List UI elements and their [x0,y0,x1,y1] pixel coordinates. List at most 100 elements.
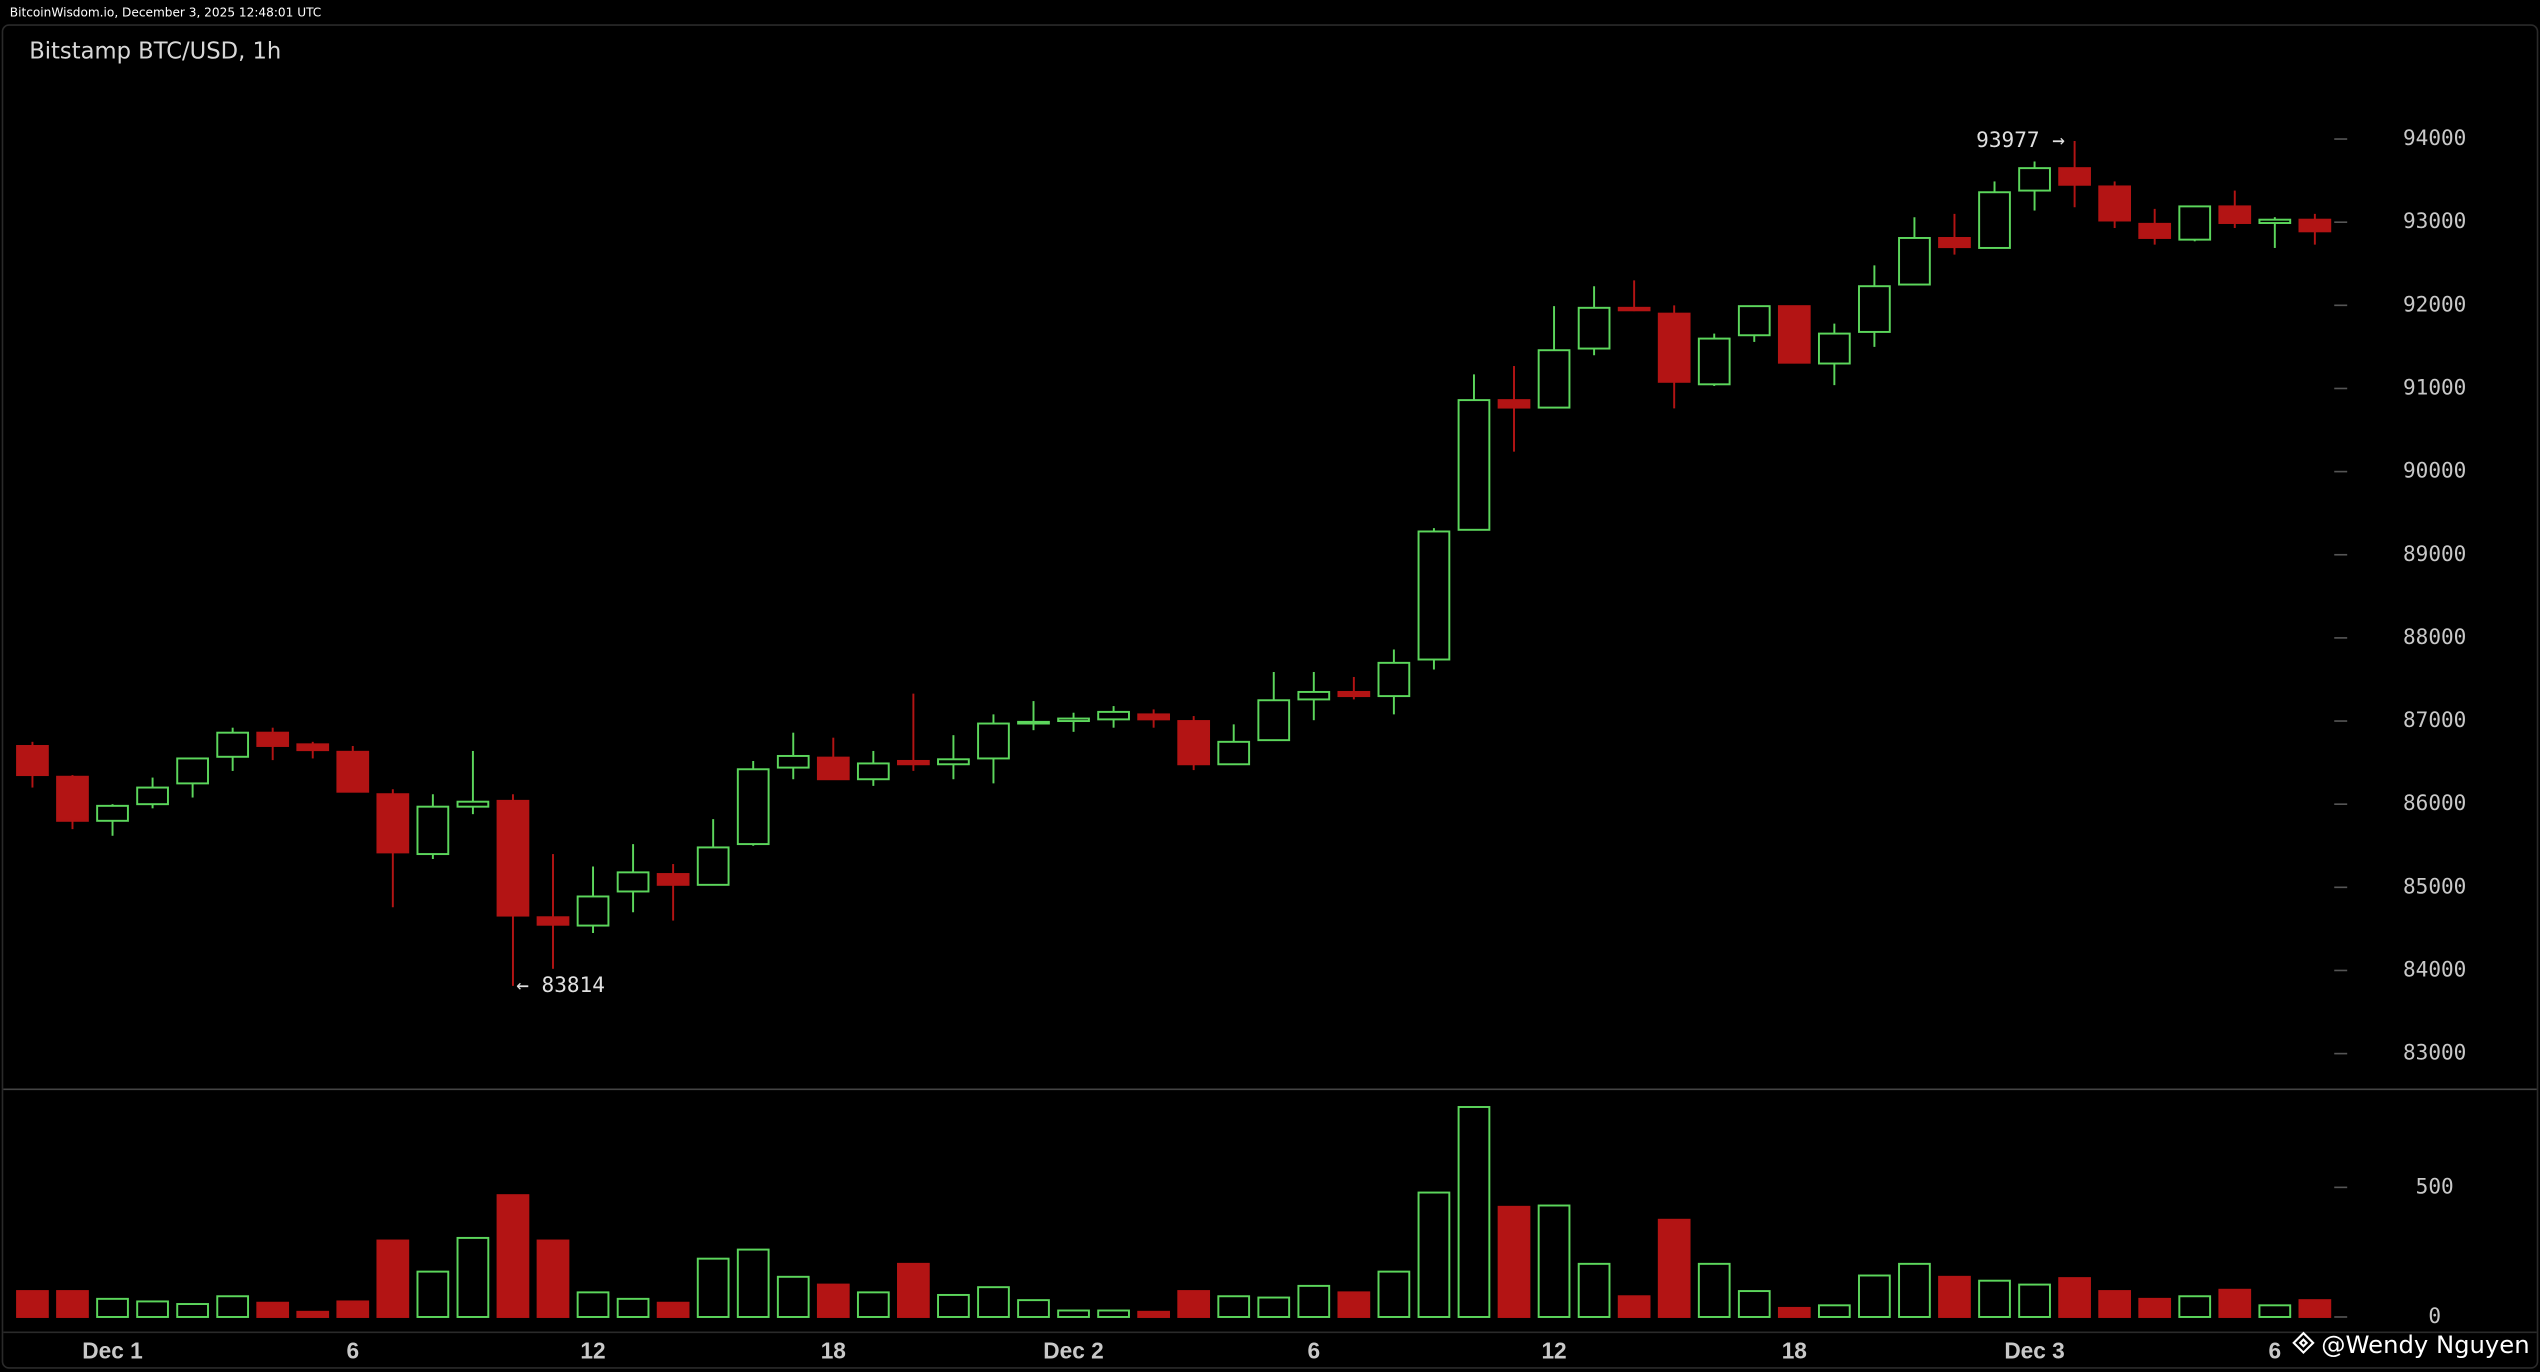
chart-panel [1,24,2539,1369]
volume-bar [1377,1270,1411,1318]
volume-bar [1617,1295,1651,1318]
volume-bar [1097,1309,1130,1318]
candle-body [96,804,129,822]
candle-body [16,745,49,777]
candle-body [816,756,850,781]
volume-bar [2178,1295,2212,1318]
volume-bar [616,1297,650,1318]
volume-bar [136,1300,169,1318]
volume-bar [1017,1299,1050,1318]
candle-body [1457,399,1491,531]
x-tick-label: 18 [1782,1338,1807,1364]
volume-bar [96,1297,129,1318]
x-tick-label: 6 [1307,1338,1320,1364]
candle-body [2258,218,2292,224]
candle-body [296,743,330,752]
candle-body [1938,237,1971,249]
volume-bar [1858,1274,1891,1318]
candle-body [856,762,890,781]
high-label: 93977 → [1976,127,2065,152]
candle-body [1137,713,1170,721]
volume-bar [176,1303,209,1318]
volume-bar [897,1262,930,1318]
candle-body [136,786,169,806]
volume-bar [1257,1296,1291,1318]
y-tick-label: 84000 [2403,956,2466,981]
y-tick-label: 90000 [2403,458,2466,483]
candle-body [56,775,89,822]
candle-body [416,805,450,856]
candle-body [1537,349,1571,409]
x-tick-label: 12 [1541,1338,1566,1364]
y-tick-label: 89000 [2403,541,2466,566]
candle-body [1217,740,1251,766]
volume-bar [2258,1304,2292,1318]
volume-bar [1137,1310,1170,1318]
y-tick-label: 83000 [2403,1040,2466,1065]
candle-body [1577,306,1611,350]
volume-bar [1457,1106,1491,1318]
volume-bar [1657,1218,1691,1318]
volume-bar [1577,1262,1611,1318]
candle-body [2218,205,2252,224]
volume-bar [1737,1290,1771,1318]
candle-body [496,799,530,917]
candle-body [1898,237,1931,286]
volume-bar [16,1290,49,1318]
y-tick-label: 87000 [2403,707,2466,732]
volume-bar [656,1301,690,1318]
volume-bar [1938,1275,1971,1318]
x-tick-label: Dec 2 [1043,1338,1103,1364]
candle-body [2098,185,2132,222]
volume-bar [216,1295,250,1318]
candle-body [1657,312,1691,383]
candle-body [2138,222,2172,239]
candle-body [1097,710,1130,721]
volume-bar [56,1290,89,1318]
candle-body [776,754,810,769]
candle-body [1737,305,1771,337]
volume-bar [1337,1291,1371,1318]
volume-bar [776,1275,810,1318]
candle-body [1257,699,1291,742]
x-tick-label: Dec 1 [82,1338,142,1364]
y-tick-label: 93000 [2403,208,2466,233]
volume-bar [937,1293,970,1318]
y-tick-label: 92000 [2403,291,2466,316]
x-tick-label: 6 [346,1338,359,1364]
candle-body [1417,530,1451,661]
candle-body [1017,720,1050,725]
low-label: ← 83814 [516,972,605,997]
candle-body [1697,337,1731,386]
volume-bar [1898,1262,1931,1318]
watermark: @Wendy Nguyen [2321,1330,2529,1359]
x-tick-label: 12 [580,1338,605,1364]
candle-body [1057,717,1090,723]
candle-body [937,758,970,766]
source: BitcoinWisdom.io, December 3, 2025 12:48… [10,5,321,19]
volume-bar [456,1236,490,1318]
volume-bar [296,1310,330,1318]
candle-body [1337,690,1371,698]
candle-body [336,750,370,793]
volume-bar [536,1239,570,1318]
candle-body [897,759,930,766]
volume-bar [2218,1288,2252,1318]
chart-title: Bitstamp BTC/USD, 1h [29,38,281,64]
volume-bar [2058,1277,2091,1318]
volume-bar [2298,1299,2332,1318]
y-tick-label: 94000 [2403,125,2466,150]
volume-bar [2018,1283,2051,1318]
candle-body [256,731,290,747]
candle-body [736,768,770,846]
volume-bar [1777,1306,1811,1318]
volume-bar [1978,1279,2011,1318]
candle-body [1617,306,1651,312]
candle-body [1777,305,1811,364]
candle-body [656,873,690,886]
volume-bar [416,1270,450,1318]
volume-bar [256,1301,290,1318]
volume-bar [736,1248,770,1318]
volume-bar [1417,1191,1451,1318]
